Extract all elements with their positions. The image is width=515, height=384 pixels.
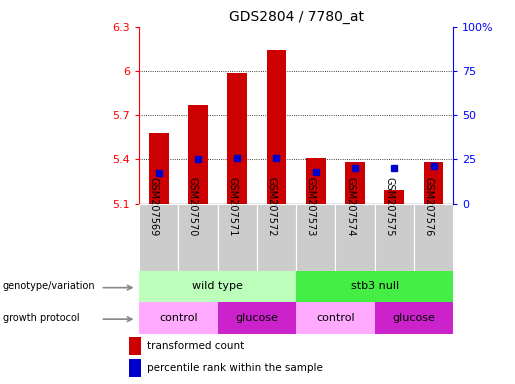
Bar [306,158,325,204]
Bar [139,302,217,334]
Text: wild type: wild type [192,281,243,291]
Text: GSM207573: GSM207573 [306,177,316,237]
Bar [139,204,178,271]
Bar [129,337,142,355]
Bar [139,271,296,302]
Text: glucose: glucose [235,313,278,323]
Bar [375,302,453,334]
Text: GSM207576: GSM207576 [423,177,434,237]
Bar [296,204,335,271]
Bar [149,133,168,204]
Text: percentile rank within the sample: percentile rank within the sample [147,363,323,373]
Text: GSM207569: GSM207569 [149,177,159,237]
Bar [385,190,404,204]
Text: control: control [316,313,355,323]
Bar [345,162,365,204]
Text: GSM207570: GSM207570 [188,177,198,237]
Text: control: control [159,313,198,323]
Bar [188,105,208,204]
Bar [296,302,375,334]
Text: GSM207571: GSM207571 [227,177,237,237]
Text: genotype/variation: genotype/variation [3,281,95,291]
Bar [228,73,247,204]
Bar [424,162,443,204]
Text: stb3 null: stb3 null [351,281,399,291]
Bar [129,359,142,377]
Bar [375,204,414,271]
Text: GSM207572: GSM207572 [266,177,277,237]
Bar [217,302,296,334]
Bar [414,204,453,271]
Title: GDS2804 / 7780_at: GDS2804 / 7780_at [229,10,364,25]
Text: glucose: glucose [392,313,435,323]
Bar [267,50,286,204]
Bar [296,271,453,302]
Bar [335,204,375,271]
Text: transformed count: transformed count [147,341,245,351]
Text: GSM207574: GSM207574 [345,177,355,237]
Bar [217,204,257,271]
Bar [178,204,218,271]
Bar [257,204,296,271]
Text: GSM207575: GSM207575 [384,177,394,237]
Text: growth protocol: growth protocol [3,313,79,323]
